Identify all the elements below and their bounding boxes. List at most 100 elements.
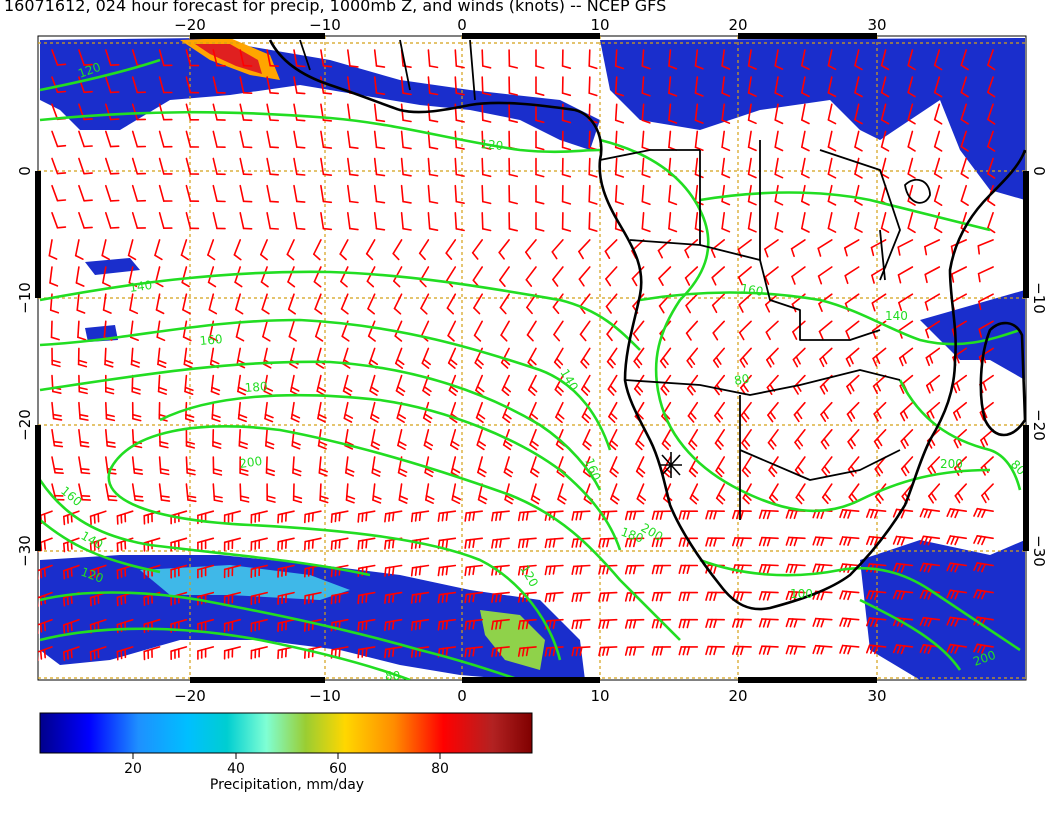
wind-barb-feather bbox=[713, 564, 718, 574]
wind-barb-feather bbox=[182, 336, 192, 342]
wind-barb-feather bbox=[365, 538, 368, 549]
wind-barb-feather bbox=[933, 118, 943, 125]
wind-barb bbox=[367, 293, 376, 310]
wind-barb bbox=[239, 130, 245, 148]
wind-barb-feather bbox=[614, 173, 625, 178]
wind-barb-feather bbox=[571, 538, 575, 548]
map-title: 16071612, 024 hour forecast for precip, … bbox=[4, 0, 667, 15]
wind-barb bbox=[551, 239, 564, 253]
wind-barb bbox=[981, 483, 994, 497]
wind-barb-feather bbox=[609, 412, 618, 420]
wind-barb-feather bbox=[502, 444, 512, 451]
wind-barb bbox=[687, 401, 699, 417]
wind-barb bbox=[880, 184, 887, 202]
wind-barb-feather bbox=[897, 246, 901, 256]
wind-barb-feather bbox=[394, 335, 403, 342]
wind-barb-feather bbox=[658, 277, 664, 287]
wind-barb-feather bbox=[51, 359, 61, 364]
wind-barb-feather bbox=[445, 619, 449, 630]
wind-barb-feather bbox=[477, 440, 487, 447]
wind-barb-feather bbox=[819, 386, 826, 395]
wind-barb bbox=[105, 184, 112, 202]
wind-barb-feather bbox=[588, 228, 598, 232]
wind-barb bbox=[608, 401, 618, 418]
wind-barb-feather bbox=[292, 495, 303, 500]
wind-barb bbox=[131, 428, 135, 447]
wind-barb-feather bbox=[632, 332, 640, 342]
wind-barb-feather bbox=[636, 497, 645, 505]
wind-barb bbox=[714, 428, 726, 445]
wind-barb-feather bbox=[571, 592, 575, 603]
wind-barb-feather bbox=[747, 119, 757, 125]
wind-barb-feather bbox=[854, 173, 863, 179]
wind-barb-feather bbox=[269, 200, 280, 203]
wind-barb bbox=[51, 456, 56, 474]
wind-barb-feather bbox=[207, 254, 216, 261]
wind-barb-feather bbox=[827, 64, 837, 71]
wind-barb-feather bbox=[49, 309, 60, 314]
wind-barb-feather bbox=[478, 494, 488, 501]
wind-barb bbox=[344, 428, 349, 447]
wind-barb-feather bbox=[156, 336, 166, 342]
wind-barb bbox=[373, 157, 378, 176]
wind-barb-feather bbox=[821, 496, 829, 505]
wind-barb-feather bbox=[571, 646, 575, 657]
wind-barb bbox=[907, 184, 914, 202]
wind-barb-feather bbox=[705, 537, 710, 547]
wind-barb-feather bbox=[628, 646, 633, 656]
wind-barb-feather bbox=[946, 616, 952, 626]
top-tick-4: 10 bbox=[590, 16, 609, 34]
wind-barb-feather bbox=[551, 251, 558, 260]
top-tick-2: −10 bbox=[309, 16, 341, 34]
wind-barb-feather bbox=[501, 389, 510, 397]
wind-barb bbox=[924, 239, 941, 248]
wind-barb bbox=[529, 456, 537, 473]
wind-barb-feather bbox=[79, 413, 89, 418]
wind-barb-feather bbox=[628, 510, 633, 521]
wind-barb-feather bbox=[105, 417, 116, 422]
wind-barb-feather bbox=[468, 538, 472, 549]
wind-barb-feather bbox=[758, 509, 763, 519]
precip-area-central-africa bbox=[600, 38, 1025, 200]
wind-barb-feather bbox=[295, 65, 306, 68]
wind-barb bbox=[292, 456, 295, 474]
wind-barb bbox=[635, 428, 645, 445]
wind-barb-feather bbox=[526, 306, 533, 315]
wind-barb-feather bbox=[556, 385, 564, 393]
wind-barb bbox=[266, 103, 272, 121]
bottom-tick-3: 0 bbox=[457, 687, 467, 705]
wind-barb-feather bbox=[552, 306, 560, 315]
wind-barb-feather bbox=[624, 510, 629, 521]
wind-barb bbox=[924, 293, 941, 304]
wind-barb bbox=[313, 266, 322, 283]
wind-barb-feather bbox=[62, 651, 66, 661]
wind-barb-feather bbox=[384, 540, 387, 550]
wind-barb-feather bbox=[535, 200, 545, 205]
wind-barb bbox=[927, 483, 941, 497]
wind-barb-feather bbox=[609, 384, 617, 393]
wind-barb bbox=[212, 184, 218, 202]
wind-barb-feather bbox=[83, 172, 93, 175]
wind-barb-feather bbox=[721, 227, 731, 233]
wind-barb-feather bbox=[977, 644, 983, 654]
wind-barb bbox=[633, 374, 645, 390]
wind-barb-feather bbox=[344, 440, 354, 446]
wind-barb-feather bbox=[495, 511, 499, 522]
wind-barb bbox=[688, 428, 699, 445]
wind-barb-feather bbox=[334, 512, 337, 523]
wind-barb-feather bbox=[678, 564, 683, 575]
wind-barb-feather bbox=[678, 537, 683, 547]
wind-barb-feather bbox=[575, 511, 579, 521]
wind-barb-feather bbox=[950, 508, 956, 518]
wind-barb bbox=[689, 483, 699, 500]
wind-barb-feather bbox=[610, 467, 619, 474]
wind-barb-feather bbox=[209, 336, 218, 342]
wind-barb-feather bbox=[561, 92, 572, 97]
wind-barb-feather bbox=[286, 253, 295, 261]
wind-barb bbox=[346, 49, 351, 67]
wind-barb-feather bbox=[544, 592, 548, 603]
wind-barb-feather bbox=[980, 439, 986, 449]
wind-barb bbox=[633, 347, 645, 363]
wind-barb-feather bbox=[535, 65, 545, 69]
wind-barb bbox=[579, 293, 591, 308]
